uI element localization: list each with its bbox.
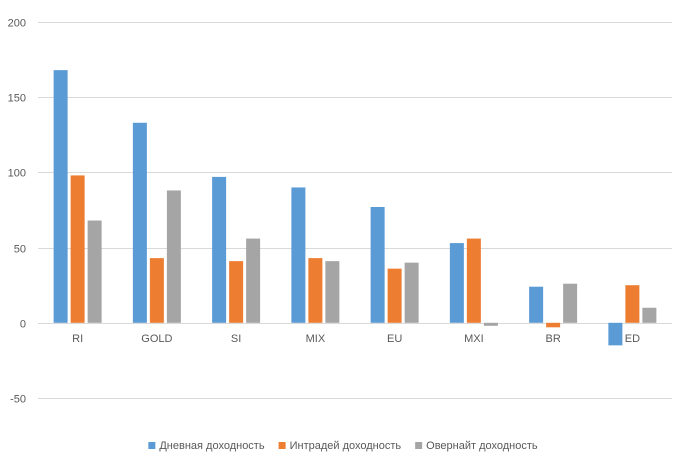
- x-category-label: EU: [387, 333, 402, 345]
- bar: [563, 283, 578, 323]
- bar: [166, 190, 181, 323]
- bar: [546, 322, 561, 328]
- x-category-label: BR: [545, 333, 560, 345]
- legend-label: Дневная доходность: [159, 440, 265, 452]
- bar: [229, 261, 244, 323]
- bars: [53, 70, 657, 346]
- legend-swatch: [278, 442, 286, 449]
- y-tick-label: -50: [10, 394, 26, 406]
- legend-label: Интрадей доходность: [290, 440, 402, 452]
- bar: [608, 322, 623, 346]
- bar: [325, 261, 340, 323]
- bar: [308, 258, 323, 323]
- x-category-label: MIX: [306, 333, 326, 345]
- y-tick-label: 100: [8, 168, 26, 180]
- x-category-label: ED: [625, 333, 640, 345]
- bar: [246, 238, 261, 323]
- bar: [212, 176, 227, 323]
- bar: [642, 307, 657, 323]
- bar: [625, 285, 640, 323]
- legend: Дневная доходность Интрадей доходность Ове…: [148, 440, 538, 452]
- bar: [149, 258, 164, 323]
- x-category-label: RI: [72, 333, 83, 345]
- bar: [449, 243, 464, 323]
- x-category-label: SI: [231, 333, 241, 345]
- bar: [483, 322, 498, 326]
- y-tick-label: 200: [8, 18, 26, 30]
- x-category-label: MXI: [464, 333, 484, 345]
- bar: [70, 175, 85, 323]
- bar: [132, 122, 147, 323]
- legend-swatch: [415, 442, 423, 449]
- bar: [466, 238, 481, 323]
- bar: [370, 206, 385, 323]
- bar: [87, 220, 102, 323]
- y-axis-tick-labels: 200 150 100 50 0 -50: [8, 18, 26, 406]
- x-category-label: GOLD: [141, 333, 172, 345]
- bar: [53, 70, 68, 323]
- legend-label: Овернайт доходность: [426, 440, 538, 452]
- bar: [291, 187, 306, 323]
- y-tick-label: 150: [8, 93, 26, 105]
- bar: [387, 268, 402, 323]
- bar: [404, 262, 419, 323]
- y-tick-label: 50: [14, 244, 26, 256]
- bar: [529, 286, 544, 323]
- y-tick-label: 0: [20, 319, 26, 331]
- legend-swatch: [148, 442, 156, 449]
- x-axis-category-labels: RI GOLD SI MIX EU MXI BR ED: [72, 333, 640, 345]
